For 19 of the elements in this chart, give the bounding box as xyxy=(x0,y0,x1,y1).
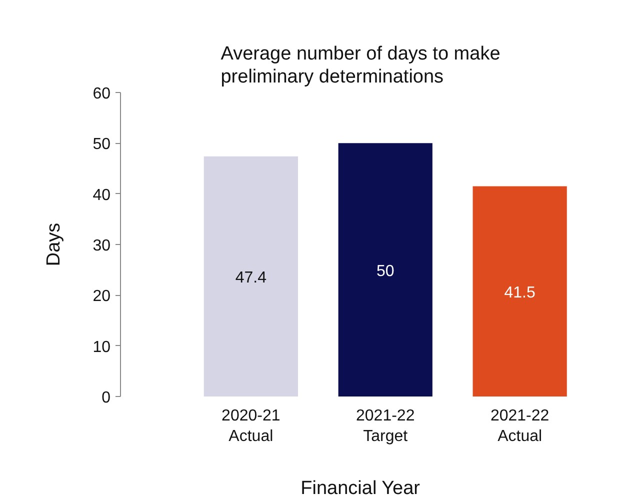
y-tick-label: 40 xyxy=(92,186,111,204)
chart-title: Average number of days to make preliminary determinations xyxy=(220,43,500,88)
y-tick-label: 50 xyxy=(92,136,111,154)
data-label: 41.5 xyxy=(504,284,536,302)
x-tick-label: 2020-21 Actual xyxy=(222,408,280,445)
data-label: 50 xyxy=(376,262,394,280)
bar xyxy=(338,143,432,396)
x-axis-title: Financial Year xyxy=(300,478,421,499)
y-tick-label: 0 xyxy=(102,390,111,406)
y-tick-label: 20 xyxy=(92,288,111,306)
y-axis-title: Days xyxy=(44,222,65,266)
x-tick-label: 2021-22 Actual xyxy=(490,408,550,445)
bar xyxy=(472,186,567,396)
bar xyxy=(204,156,298,396)
y-tick-label: 10 xyxy=(92,338,111,356)
y-tick-label: 60 xyxy=(92,86,111,102)
y-tick-label: 30 xyxy=(92,238,111,254)
data-label: 47.4 xyxy=(235,269,267,286)
x-tick-label: 2021-22 Target xyxy=(356,408,415,445)
